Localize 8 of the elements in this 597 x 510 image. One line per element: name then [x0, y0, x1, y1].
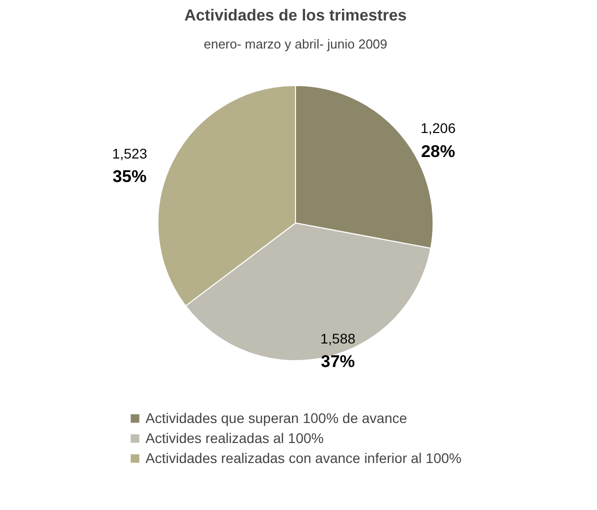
data-label: 1,523 35% [112, 145, 148, 186]
data-label: 1,588 37% [320, 330, 356, 372]
legend-label: Actividades que superan 100% de avance [146, 410, 408, 426]
legend-label: Actividades realizadas con avance inferior al 100% [146, 450, 462, 466]
chart-title: Actividades de los trimestres [184, 8, 407, 24]
chart-subtitle: enero- marzo y abril- junio 2009 [204, 36, 388, 52]
data-label: 1,206 28% [420, 120, 456, 161]
legend-label: Activides realizadas al 100% [146, 430, 324, 446]
